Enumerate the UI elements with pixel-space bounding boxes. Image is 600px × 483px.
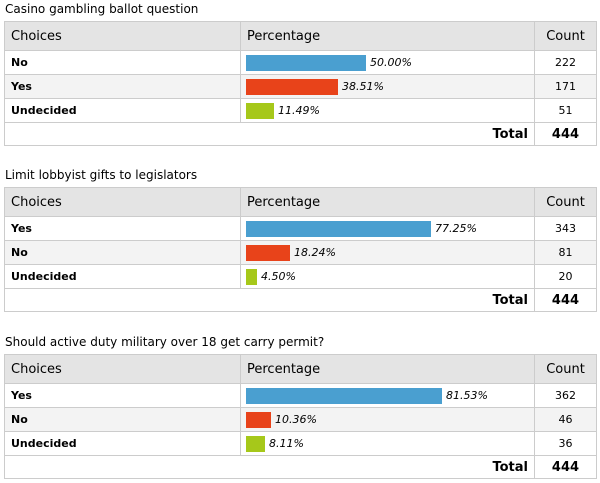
percentage-label: 81.53% [446, 389, 488, 402]
total-row: Total 444 [4, 288, 597, 312]
vote-count: 362 [534, 383, 597, 408]
percentage-bar [246, 387, 442, 404]
vote-count: 46 [534, 407, 597, 432]
table-header-row: Choices Percentage Count [4, 354, 597, 384]
percentage-cell: 8.11% [240, 431, 535, 456]
table-header-row: Choices Percentage Count [4, 187, 597, 217]
vote-count: 171 [534, 74, 597, 99]
choice-label: No [4, 407, 241, 432]
poll-results-table: Choices Percentage Count No 50.00% 222 Yes 38.5… [4, 21, 597, 146]
total-label: Total [4, 122, 535, 146]
column-header-choices: Choices [4, 187, 241, 217]
percentage-bar [246, 102, 274, 119]
percentage-bar [246, 220, 431, 237]
table-header-row: Choices Percentage Count [4, 21, 597, 51]
table-row: Undecided 8.11% 36 [4, 431, 597, 456]
table-row: No 10.36% 46 [4, 407, 597, 432]
total-row: Total 444 [4, 122, 597, 146]
choice-label: No [4, 50, 241, 75]
poll-title: Limit lobbyist gifts to legislators [5, 168, 198, 182]
percentage-cell: 81.53% [240, 383, 535, 408]
column-header-count: Count [534, 354, 597, 384]
table-row: No 18.24% 81 [4, 240, 597, 265]
column-header-choices: Choices [4, 21, 241, 51]
percentage-bar [246, 268, 257, 285]
percentage-label: 11.49% [278, 104, 320, 117]
percentage-bar [246, 54, 366, 71]
percentage-bar [246, 78, 338, 95]
vote-count: 36 [534, 431, 597, 456]
choice-label: Undecided [4, 264, 241, 289]
total-count: 444 [534, 122, 597, 146]
vote-count: 343 [534, 216, 597, 241]
total-row: Total 444 [4, 455, 597, 479]
poll-1: Casino gambling ballot question Choices Pe… [4, 2, 597, 146]
vote-count: 51 [534, 98, 597, 123]
percentage-cell: 4.50% [240, 264, 535, 289]
vote-count: 20 [534, 264, 597, 289]
poll-results-table: Choices Percentage Count Yes 81.53% 362 No 10.3… [4, 354, 597, 479]
percentage-label: 50.00% [370, 56, 412, 69]
total-label: Total [4, 288, 535, 312]
percentage-bar [246, 244, 290, 261]
table-row: Yes 38.51% 171 [4, 74, 597, 99]
table-row: Yes 77.25% 343 [4, 216, 597, 241]
total-label: Total [4, 455, 535, 479]
choice-label: No [4, 240, 241, 265]
percentage-label: 8.11% [269, 437, 304, 450]
column-header-percentage: Percentage [240, 354, 535, 384]
table-row: No 50.00% 222 [4, 50, 597, 75]
percentage-cell: 38.51% [240, 74, 535, 99]
total-count: 444 [534, 288, 597, 312]
percentage-cell: 10.36% [240, 407, 535, 432]
poll-title: Casino gambling ballot question [5, 2, 199, 16]
percentage-label: 38.51% [342, 80, 384, 93]
choice-label: Yes [4, 216, 241, 241]
vote-count: 81 [534, 240, 597, 265]
column-header-count: Count [534, 187, 597, 217]
poll-3: Should active duty military over 18 get … [4, 335, 597, 479]
choice-label: Yes [4, 383, 241, 408]
poll-title: Should active duty military over 18 get … [5, 335, 325, 349]
percentage-label: 77.25% [435, 222, 477, 235]
poll-results-table: Choices Percentage Count Yes 77.25% 343 No 18.2… [4, 187, 597, 312]
percentage-label: 10.36% [275, 413, 317, 426]
table-row: Yes 81.53% 362 [4, 383, 597, 408]
percentage-cell: 50.00% [240, 50, 535, 75]
percentage-cell: 77.25% [240, 216, 535, 241]
percentage-bar [246, 435, 265, 452]
table-row: Undecided 4.50% 20 [4, 264, 597, 289]
percentage-label: 4.50% [261, 270, 296, 283]
total-count: 444 [534, 455, 597, 479]
vote-count: 222 [534, 50, 597, 75]
column-header-percentage: Percentage [240, 187, 535, 217]
percentage-cell: 18.24% [240, 240, 535, 265]
column-header-choices: Choices [4, 354, 241, 384]
percentage-label: 18.24% [294, 246, 336, 259]
choice-label: Undecided [4, 431, 241, 456]
column-header-percentage: Percentage [240, 21, 535, 51]
column-header-count: Count [534, 21, 597, 51]
choice-label: Undecided [4, 98, 241, 123]
table-row: Undecided 11.49% 51 [4, 98, 597, 123]
choice-label: Yes [4, 74, 241, 99]
poll-2: Limit lobbyist gifts to legislators Choic… [4, 168, 597, 312]
percentage-cell: 11.49% [240, 98, 535, 123]
percentage-bar [246, 411, 271, 428]
